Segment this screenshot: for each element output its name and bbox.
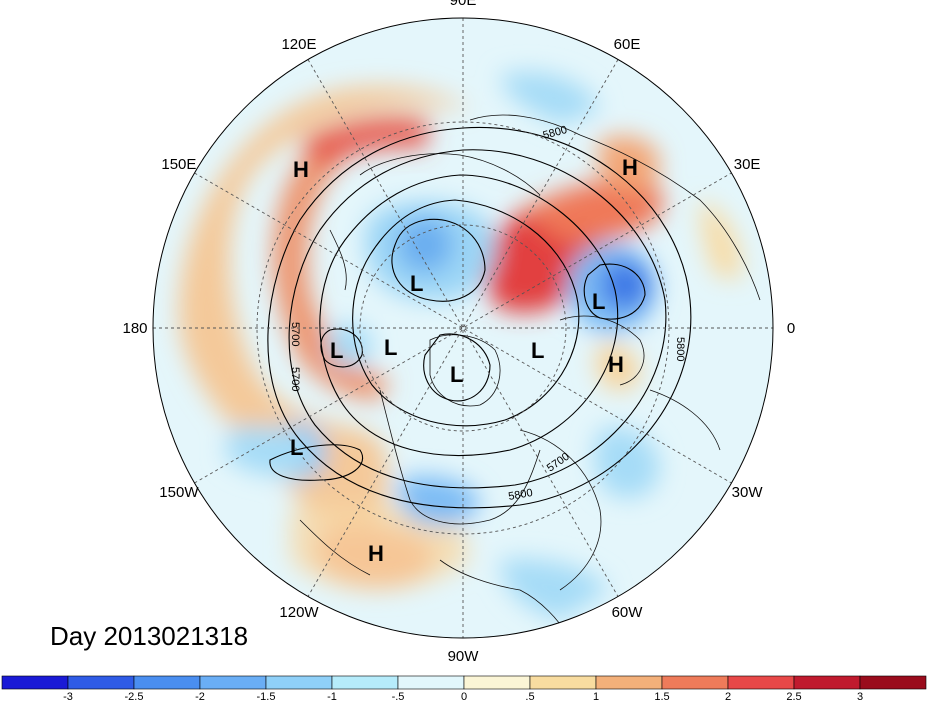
- high-pressure-center: H: [608, 352, 624, 377]
- longitude-label: 120W: [279, 604, 319, 621]
- colorbar-tick-label: -2.5: [125, 691, 144, 702]
- longitude-label: 0: [787, 320, 795, 337]
- longitude-label: 120E: [281, 36, 316, 53]
- colorbar-swatch: [331, 675, 399, 690]
- high-pressure-center: H: [293, 157, 309, 182]
- colorbar-tick-label: -1: [327, 691, 337, 702]
- colorbar-swatch: [595, 675, 663, 690]
- colorbar-swatch: [265, 675, 333, 690]
- contour-label: 5700: [289, 367, 301, 391]
- high-pressure-center: H: [368, 541, 384, 566]
- contour-label: 5800: [674, 337, 686, 361]
- height-contours: [267, 126, 692, 509]
- low-pressure-center: L: [450, 362, 463, 387]
- anomaly-shading: [153, 18, 773, 638]
- colorbar-swatch: [133, 675, 201, 690]
- coastlines: [299, 114, 761, 638]
- low-pressure-center: L: [410, 271, 423, 296]
- map-boundary: [152, 17, 774, 639]
- longitude-label: 60W: [612, 604, 644, 621]
- longitude-label: 90E: [450, 0, 477, 9]
- longitude-label: 30E: [734, 156, 761, 173]
- longitude-labels: 90E 60E 30E 0 30W 60W 90W 120W 150W 180 150E 120E: [122, 0, 795, 665]
- colorbar-swatch: [67, 675, 135, 690]
- colorbar: -3 -2.5 -2 -1.5 -1 -.5 0 .5 1 1.5 2 2.5 3: [1, 675, 927, 702]
- date-label: Day 2013021318: [50, 621, 248, 651]
- colorbar-swatch: [727, 675, 795, 690]
- longitude-label: 150W: [159, 484, 199, 501]
- colorbar-swatch: [661, 675, 729, 690]
- colorbar-swatch: [199, 675, 267, 690]
- colorbar-swatch: [397, 675, 465, 690]
- longitude-label: 150E: [161, 156, 196, 173]
- low-pressure-center: L: [290, 435, 303, 460]
- high-pressure-center: H: [622, 155, 638, 180]
- colorbar-tick-label: 3: [857, 691, 863, 702]
- colorbar-swatch: [529, 675, 597, 690]
- low-pressure-center: L: [592, 289, 605, 314]
- colorbar-swatch: [793, 675, 861, 690]
- colorbar-tick-label: 2: [725, 691, 731, 702]
- colorbar-tick-label: .5: [525, 691, 534, 702]
- colorbar-swatch: [463, 675, 531, 690]
- contour-label: 5700: [289, 322, 301, 346]
- graticule: [153, 18, 773, 638]
- pressure-centers: H H H H L L L L L L L: [290, 155, 638, 566]
- colorbar-tick-label: -2: [195, 691, 205, 702]
- colorbar-tick-label: 0: [461, 691, 467, 702]
- low-pressure-center: L: [531, 338, 544, 363]
- low-pressure-center: L: [384, 335, 397, 360]
- colorbar-tick-label: 2.5: [786, 691, 801, 702]
- colorbar-swatch: [1, 675, 69, 690]
- colorbar-swatch: [859, 675, 927, 690]
- longitude-label: 30W: [732, 484, 764, 501]
- colorbar-tick-label: -1.5: [257, 691, 276, 702]
- colorbar-tick-label: -.5: [392, 691, 405, 702]
- colorbar-tick-label: -3: [63, 691, 73, 702]
- longitude-label: 60E: [614, 36, 641, 53]
- contour-label: 5800: [507, 487, 533, 503]
- colorbar-tick-label: 1: [593, 691, 599, 702]
- colorbar-tick-label: 1.5: [654, 691, 669, 702]
- longitude-label: 180: [122, 320, 147, 337]
- longitude-label: 90W: [448, 648, 480, 665]
- low-pressure-center: L: [330, 338, 343, 363]
